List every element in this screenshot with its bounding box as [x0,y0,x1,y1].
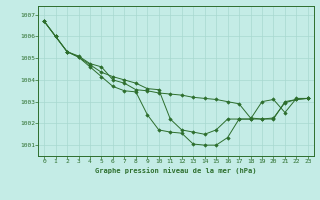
X-axis label: Graphe pression niveau de la mer (hPa): Graphe pression niveau de la mer (hPa) [95,167,257,174]
